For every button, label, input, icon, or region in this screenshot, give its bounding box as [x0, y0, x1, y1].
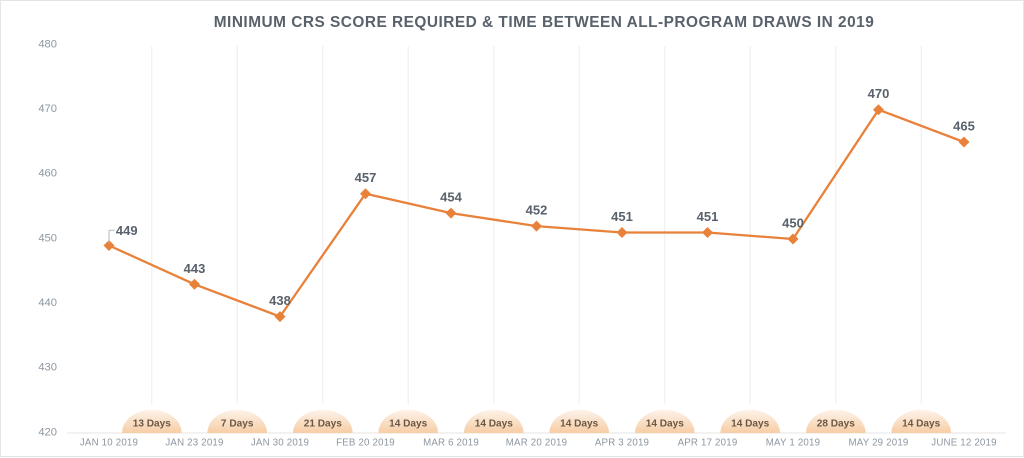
svg-text:JAN 30 2019: JAN 30 2019	[251, 438, 309, 449]
svg-text:460: 460	[38, 168, 57, 180]
svg-text:470: 470	[38, 103, 57, 115]
svg-text:FEB 20 2019: FEB 20 2019	[336, 438, 395, 449]
svg-text:454: 454	[440, 190, 462, 205]
svg-text:14 Days: 14 Days	[389, 419, 428, 430]
svg-text:438: 438	[269, 293, 291, 308]
svg-text:13 Days: 13 Days	[133, 419, 172, 430]
svg-text:14 Days: 14 Days	[475, 419, 514, 430]
svg-text:450: 450	[782, 216, 804, 231]
svg-text:420: 420	[38, 426, 57, 438]
svg-text:14 Days: 14 Days	[646, 419, 685, 430]
svg-text:440: 440	[38, 297, 57, 309]
svg-text:480: 480	[38, 38, 57, 50]
svg-text:465: 465	[953, 119, 975, 134]
svg-text:JAN 10 2019: JAN 10 2019	[80, 438, 138, 449]
svg-text:21 Days: 21 Days	[304, 419, 343, 430]
svg-text:450: 450	[38, 232, 57, 244]
svg-text:449: 449	[116, 223, 138, 238]
svg-text:470: 470	[868, 86, 890, 101]
svg-text:14 Days: 14 Days	[560, 419, 599, 430]
svg-text:14 Days: 14 Days	[731, 419, 770, 430]
svg-text:MAR 6 2019: MAR 6 2019	[423, 438, 479, 449]
svg-text:28 Days: 28 Days	[817, 419, 856, 430]
svg-text:JAN 23 2019: JAN 23 2019	[165, 438, 223, 449]
svg-text:451: 451	[611, 209, 633, 224]
svg-text:APR 3 2019: APR 3 2019	[595, 438, 649, 449]
svg-text:452: 452	[526, 203, 548, 218]
svg-text:MAY 1 2019: MAY 1 2019	[766, 438, 820, 449]
svg-text:457: 457	[355, 170, 377, 185]
svg-text:443: 443	[184, 261, 206, 276]
svg-text:451: 451	[697, 209, 719, 224]
svg-text:7 Days: 7 Days	[221, 419, 254, 430]
svg-text:APR 17 2019: APR 17 2019	[678, 438, 738, 449]
svg-text:MAY 29 2019: MAY 29 2019	[848, 438, 908, 449]
svg-text:MAR 20 2019: MAR 20 2019	[506, 438, 567, 449]
svg-text:430: 430	[38, 362, 57, 374]
svg-text:14 Days: 14 Days	[902, 419, 941, 430]
svg-text:JUNE 12 2019: JUNE 12 2019	[931, 438, 996, 449]
